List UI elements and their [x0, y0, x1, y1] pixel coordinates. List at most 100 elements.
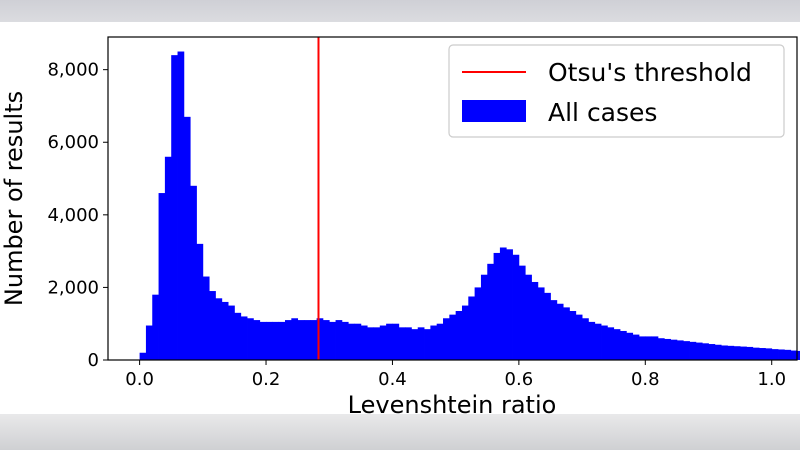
histogram-bar [702, 343, 709, 360]
histogram-bar [266, 321, 273, 360]
histogram-bar [569, 311, 577, 360]
histogram-bar [506, 249, 513, 360]
histogram-bar [253, 320, 261, 360]
histogram-bar [405, 327, 412, 360]
histogram-bar [247, 318, 254, 360]
histogram-bar [480, 274, 488, 360]
histogram-bar [714, 344, 722, 360]
legend-label-all-cases: All cases [548, 98, 657, 127]
histogram-bar [752, 347, 760, 360]
x-axis-title: Levenshtein ratio [348, 391, 557, 419]
histogram-bar [367, 327, 374, 360]
histogram-bar [354, 323, 362, 360]
histogram-bar [594, 323, 602, 360]
x-tick-label: 0.0 [125, 369, 154, 390]
histogram-bar [499, 247, 507, 360]
histogram-bar [613, 329, 621, 360]
histogram-bar [689, 341, 697, 360]
y-tick-label: 4,000 [47, 205, 99, 226]
histogram-bar [455, 311, 463, 360]
histogram-bar [240, 316, 248, 360]
histogram-bar [139, 352, 147, 360]
screen-bottom-background [0, 414, 800, 450]
histogram-bar [379, 325, 387, 360]
histogram-bar [329, 321, 336, 360]
histogram-bar [645, 336, 653, 360]
y-axis-ticks: 0 2,000 4,000 6,000 8,000 [47, 60, 108, 371]
histogram-bar [670, 339, 678, 360]
histogram-bar [234, 312, 242, 360]
histogram-bar [487, 263, 494, 360]
histogram-bar [784, 349, 792, 360]
legend: Otsu's threshold All cases [448, 44, 785, 138]
histogram-bar [759, 348, 766, 360]
legend-all-cases-swatch [462, 100, 526, 122]
histogram-bar [424, 329, 431, 360]
histogram-bar [322, 320, 330, 360]
histogram-bar [664, 338, 671, 360]
x-axis-ticks: 0.0 0.2 0.4 0.6 0.8 1.0 [125, 360, 786, 390]
histogram-bar [512, 254, 520, 360]
histogram-bar [733, 346, 741, 360]
histogram-bar [790, 350, 798, 360]
histogram-bar [676, 340, 684, 360]
histogram-bar [601, 325, 608, 360]
x-tick-label: 0.2 [252, 369, 281, 390]
histogram-bar [550, 300, 558, 360]
legend-box [448, 44, 785, 138]
histogram-bar [537, 287, 545, 360]
x-tick-label: 1.0 [757, 369, 786, 390]
histogram-bar [316, 318, 324, 360]
histogram-bar [449, 314, 457, 360]
histogram-bar [215, 298, 223, 360]
histogram-bar [291, 318, 299, 360]
y-axis-title: Number of results [0, 91, 28, 306]
y-tick-label: 6,000 [47, 132, 99, 153]
histogram-bar [373, 327, 381, 360]
histogram-bar [196, 243, 204, 360]
histogram-bar [335, 320, 343, 360]
histogram-bar [588, 321, 596, 360]
histogram-bar [348, 323, 355, 360]
histogram-bar [392, 323, 400, 360]
histogram-bar [683, 341, 690, 360]
histogram-bar [563, 307, 570, 360]
histogram-bar [525, 274, 532, 360]
histogram-bar [771, 349, 779, 360]
histogram-bar [582, 318, 589, 360]
histogram-bar [544, 292, 551, 360]
histogram-bar [727, 345, 735, 360]
histogram-bar [430, 325, 438, 360]
histogram-bar [398, 327, 406, 360]
histogram-bar [657, 338, 665, 360]
histogram-bar [746, 346, 754, 360]
x-tick-label: 0.8 [631, 369, 660, 390]
x-tick-label: 0.4 [378, 369, 407, 390]
histogram-bar [164, 156, 172, 360]
histogram-bar [221, 301, 229, 360]
histogram-bar [152, 294, 159, 360]
histogram-bar [518, 265, 526, 360]
plot-frame [107, 36, 798, 361]
histogram-bar [297, 320, 305, 360]
histogram-bar [797, 350, 800, 360]
histogram-bar [778, 349, 785, 360]
histogram-bar [436, 323, 444, 360]
histogram-bar [607, 327, 615, 360]
x-tick-label: 0.6 [505, 369, 534, 390]
y-tick-label: 0 [88, 350, 99, 371]
histogram-bar [411, 329, 419, 360]
histogram-bar [310, 320, 317, 360]
histogram-bar [461, 305, 469, 360]
histogram-bar [190, 185, 197, 360]
y-tick-label: 2,000 [47, 277, 99, 298]
histogram-bar [158, 193, 166, 360]
histogram-bar [284, 320, 292, 360]
histogram-bar [740, 346, 747, 360]
legend-label-otsu-threshold: Otsu's threshold [548, 58, 752, 87]
histogram-bar [341, 321, 349, 360]
histogram-bar [651, 336, 659, 360]
histogram-bar [303, 320, 311, 360]
histogram-bar [531, 281, 539, 360]
